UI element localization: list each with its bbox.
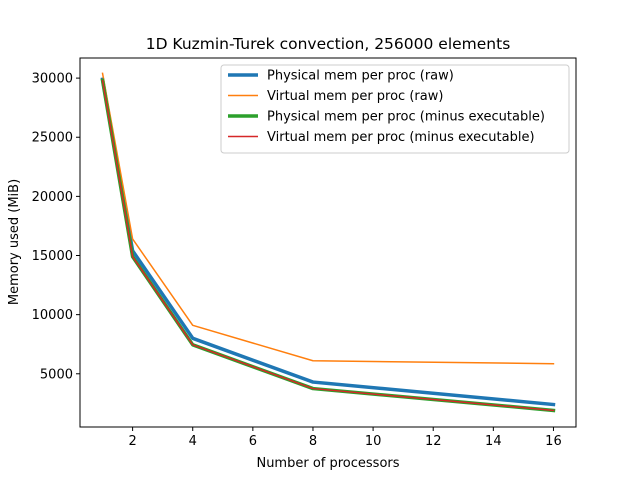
x-tick-label: 16 <box>545 434 562 449</box>
x-tick-label: 4 <box>189 434 197 449</box>
x-tick-label: 2 <box>128 434 136 449</box>
y-tick-label: 15000 <box>32 249 73 264</box>
legend-label: Virtual mem per proc (minus executable) <box>267 130 535 145</box>
x-axis-label: Number of processors <box>256 456 399 471</box>
x-tick-label: 10 <box>365 434 382 449</box>
y-axis-ticks: 5000 10000 15000 20000 25000 30000 <box>32 72 80 382</box>
y-tick-label: 10000 <box>32 308 73 323</box>
x-axis-ticks: 2 4 6 8 10 12 14 16 <box>128 427 562 449</box>
legend-items: Physical mem per proc (raw) Virtual mem p… <box>228 69 545 145</box>
legend-label: Physical mem per proc (raw) <box>267 69 454 84</box>
plot-lines <box>100 72 556 413</box>
x-tick-label: 6 <box>249 434 257 449</box>
y-axis-label: Memory used (MiB) <box>7 179 22 305</box>
series-line-virtual-mem-per-proc-minus-executable <box>101 79 555 412</box>
y-tick-label: 5000 <box>40 367 73 382</box>
y-tick-label: 25000 <box>32 131 73 146</box>
x-tick-label: 12 <box>425 434 442 449</box>
chart-title: 1D Kuzmin-Turek convection, 256000 eleme… <box>146 35 511 53</box>
plot-frame <box>79 57 577 428</box>
legend-box <box>220 64 570 154</box>
x-tick-label: 14 <box>485 434 502 449</box>
legend-label: Virtual mem per proc (raw) <box>267 89 443 104</box>
legend: Physical mem per proc (raw) Virtual mem p… <box>220 64 570 154</box>
x-tick-label: 8 <box>309 434 317 449</box>
y-tick-label: 20000 <box>32 190 73 205</box>
legend-label: Physical mem per proc (minus executable) <box>267 110 545 125</box>
series-line-virtual-mem-per-proc-raw <box>101 72 555 365</box>
y-tick-label: 30000 <box>32 72 73 87</box>
